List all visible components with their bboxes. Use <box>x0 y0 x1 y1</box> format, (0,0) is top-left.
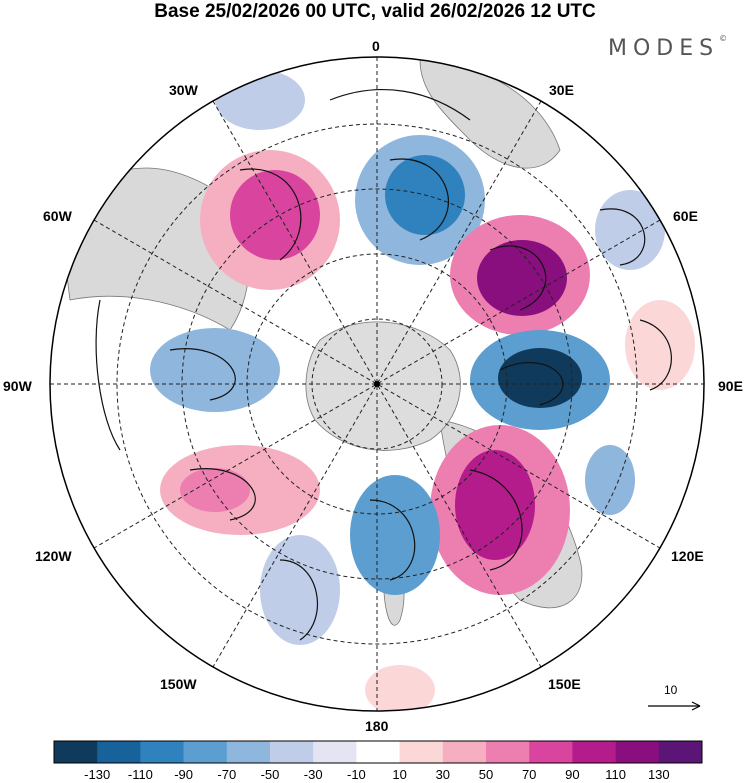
colorbar-tick-label: -30 <box>303 767 323 782</box>
colorbar-swatch <box>226 741 271 763</box>
colorbar-swatch <box>183 741 228 763</box>
lon-label-60e: 60E <box>673 208 698 224</box>
lon-label-90e: 90E <box>718 378 743 394</box>
wind-vectors <box>95 89 672 641</box>
map-boundary <box>49 56 705 712</box>
colorbar-swatch <box>313 741 357 763</box>
colorbar-swatch <box>486 741 530 763</box>
anomaly-positive <box>455 450 535 560</box>
lon-label-0: 0 <box>372 38 380 54</box>
wind-arrow <box>599 208 646 266</box>
colorbar-tick-label: 10 <box>392 767 407 782</box>
wind-arrow <box>169 348 236 401</box>
colorbar-swatch <box>54 741 98 763</box>
colorbar-tick-label: -90 <box>174 767 193 782</box>
anomaly-positive <box>180 468 250 512</box>
anomaly-negative <box>260 535 340 645</box>
colorbar-swatch <box>529 741 573 763</box>
colorbar-tick-label: 90 <box>565 767 580 782</box>
colorbar <box>53 740 703 764</box>
reference-vector-label: 10 <box>664 683 678 697</box>
wind-arrow <box>189 468 256 521</box>
colorbar-tick-label: -130 <box>84 767 111 782</box>
wind-arrow <box>489 245 547 311</box>
anomaly-positive <box>365 665 435 711</box>
anomaly-negative <box>585 445 635 515</box>
wind-arrow <box>239 168 302 261</box>
anomaly-positive <box>477 240 567 316</box>
wind-arrow <box>279 559 318 641</box>
map-field <box>50 57 704 711</box>
reference-vector-arrow <box>648 701 701 711</box>
wind-arrow <box>499 362 564 406</box>
colorbar-swatch <box>356 741 400 763</box>
lon-label-120w: 120W <box>35 548 72 564</box>
anomaly-negative <box>595 190 665 270</box>
lon-label-60w: 60W <box>43 208 72 224</box>
colorbar-swatch <box>97 741 141 763</box>
brand-name: MODES <box>608 36 720 61</box>
anomaly-negative <box>498 348 582 408</box>
lon-label-90w: 90W <box>3 378 32 394</box>
colorbar-tick-label: 50 <box>478 767 494 782</box>
anomaly-positive <box>625 300 695 390</box>
colorbar-tick-label: -110 <box>127 767 153 782</box>
map-title: Base 25/02/2026 00 UTC, valid 26/02/2026… <box>154 1 596 22</box>
wind-arrow <box>639 319 672 391</box>
lon-label-30w: 30W <box>169 82 198 98</box>
south-pole-marker <box>374 381 380 387</box>
colorbar-tick-label: -10 <box>346 767 366 782</box>
colorbar-tick-label: -50 <box>260 767 280 782</box>
graticule <box>50 57 704 711</box>
colorbar-swatch <box>442 741 487 763</box>
colorbar-swatch <box>572 741 616 763</box>
wind-arrow <box>95 299 121 451</box>
lon-label-180: 180 <box>365 718 389 734</box>
colorbar-tick-label: 110 <box>605 767 626 782</box>
lon-label-150e: 150E <box>548 676 581 692</box>
lon-label-30e: 30E <box>549 82 574 98</box>
colorbar-tick-label: 130 <box>647 767 670 782</box>
colorbar-tick-label: -70 <box>217 767 237 782</box>
latitude-circle <box>116 123 638 645</box>
antarctica-land <box>305 321 461 451</box>
lon-label-150w: 150W <box>160 676 197 692</box>
brand-mark: © <box>719 34 728 43</box>
anomaly-field <box>150 70 695 711</box>
anomaly-negative <box>350 475 440 595</box>
wind-arrow <box>369 499 416 581</box>
colorbar-swatch <box>270 741 314 763</box>
colorbar-tick-label: 30 <box>435 767 451 782</box>
colorbar-frame <box>53 740 703 764</box>
wind-arrow <box>329 89 471 121</box>
wind-arrow <box>469 469 523 571</box>
brand-logo: MODES© <box>608 34 728 61</box>
lon-label-120e: 120E <box>671 548 704 564</box>
wind-arrow <box>389 158 449 241</box>
colorbar-swatch <box>615 741 660 763</box>
colorbar-swatch <box>140 741 184 763</box>
colorbar-swatch <box>658 741 703 763</box>
anomaly-positive <box>230 170 320 260</box>
colorbar-swatch <box>399 741 444 763</box>
colorbar-tick-label: 70 <box>521 767 537 782</box>
